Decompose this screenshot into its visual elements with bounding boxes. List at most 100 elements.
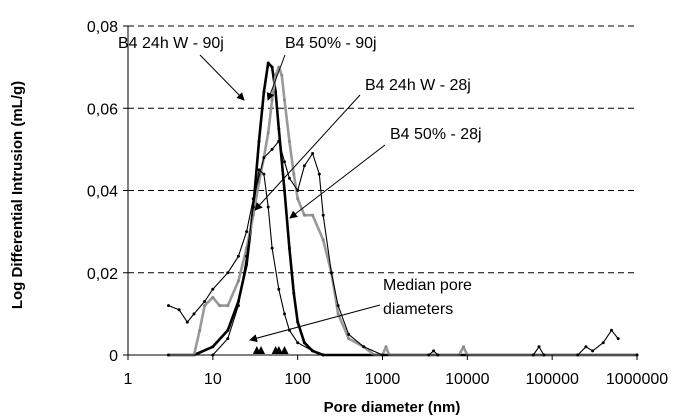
series-point-2 [198,328,202,332]
median-marker [274,346,283,354]
series-point-4 [226,337,230,341]
series-point-1 [226,328,230,332]
x-tick-label: 100000 [525,371,578,388]
annotation-diameters: diameters [383,301,453,318]
y-axis-title: Log Differential Intrusion (mL/g) [9,81,26,309]
series-point-1 [292,291,296,295]
series-point-2 [347,337,351,341]
series-point-4 [270,246,274,250]
x-axis-title: Pore diameter (nm) [324,399,461,416]
series-point-2 [311,213,315,217]
x-tick-label: 10 [204,371,222,388]
series-point-3 [245,230,249,234]
series-point-4 [311,349,315,353]
series-point-2 [280,73,284,77]
series-point-3 [347,332,351,336]
series-point-2 [336,312,340,316]
series-point-3 [211,287,215,291]
series-point-1 [262,90,266,94]
series-point-2 [287,139,291,143]
median-markers [252,346,289,354]
series-point-2 [203,304,207,308]
series-point-3 [226,271,230,275]
series-point-3 [584,345,588,349]
x-tick-label: 1000000 [606,371,668,388]
series-point-2 [226,304,230,308]
tick-labels: 0 0,02 0,04 0,06 0,08 1 10 100 1000 10000 100000 10… [87,19,668,388]
series-point-4 [277,287,281,291]
annotation-arrow-4 [289,144,386,219]
series-point-2 [277,65,281,69]
series-point-3 [321,213,325,217]
series-point-3 [432,349,436,353]
series-point-1 [287,246,291,250]
series-point-3 [167,304,170,308]
series-point-2 [292,172,296,176]
annotation-arrow-3 [254,94,361,211]
series-point-1 [266,61,270,65]
series-point-3 [277,139,281,143]
series-point-3 [262,156,266,160]
series-point-4 [296,341,300,345]
annotation-arrow-1 [199,54,245,101]
series-point-1 [274,90,278,94]
series-point-4 [251,205,255,209]
series-point-2 [283,98,286,102]
series-point-1 [302,341,306,345]
series-point-4 [262,172,266,176]
y-tick-label: 0 [109,348,118,365]
y-tick-label: 0,06 [87,101,118,118]
series-line-3 [168,140,619,356]
series-point-2 [296,197,300,201]
series-point-3 [296,189,300,192]
series-point-4 [245,254,249,258]
series-point-3 [610,328,613,332]
series-point-2 [274,73,278,77]
series-point-2 [211,295,215,299]
series-point-2 [270,98,274,102]
series-point-3 [336,304,340,308]
annotation-b4-50-28j: B4 50% - 28j [390,126,482,143]
gridlines [128,25,637,274]
series-line-4 [168,169,637,356]
series-point-4 [283,312,286,316]
series-point-4 [266,205,270,209]
series-group [167,61,639,357]
series-point-3 [362,345,366,349]
series-point-2 [302,213,306,217]
annotation-b4-24h-w-28j: B4 24h W - 28j [365,77,471,94]
x-tick-label: 100 [284,371,311,388]
series-point-1 [211,345,215,349]
series-point-3 [236,254,240,258]
x-tick-label: 1 [124,371,133,388]
series-point-2 [266,131,270,135]
annotation-b4-50-90j: B4 50% - 90j [285,35,377,52]
y-tick-label: 0,04 [87,184,118,201]
series-point-3 [317,172,321,176]
series-point-1 [270,65,274,69]
series-point-2 [218,304,222,308]
series-point-3 [302,164,306,168]
series-point-3 [329,271,333,275]
series-point-3 [591,349,595,353]
series-point-4 [236,304,240,308]
x-tick-label: 10000 [445,371,490,388]
annotation-arrow-2 [266,54,286,101]
annotation-arrows [199,54,386,343]
median-marker [257,346,266,354]
series-point-2 [462,345,465,349]
series-point-2 [321,238,325,242]
series-point-2 [384,345,388,349]
series-point-3 [616,337,620,341]
series-point-1 [296,320,300,324]
series-point-3 [311,152,315,155]
annotation-arrow-5 [249,304,381,343]
series-point-1 [277,127,281,131]
series-point-3 [283,160,286,164]
series-point-1 [283,189,286,192]
y-tick-label: 0,08 [87,19,118,36]
series-point-4 [257,168,261,172]
axes [123,25,638,360]
series-point-1 [257,139,261,143]
